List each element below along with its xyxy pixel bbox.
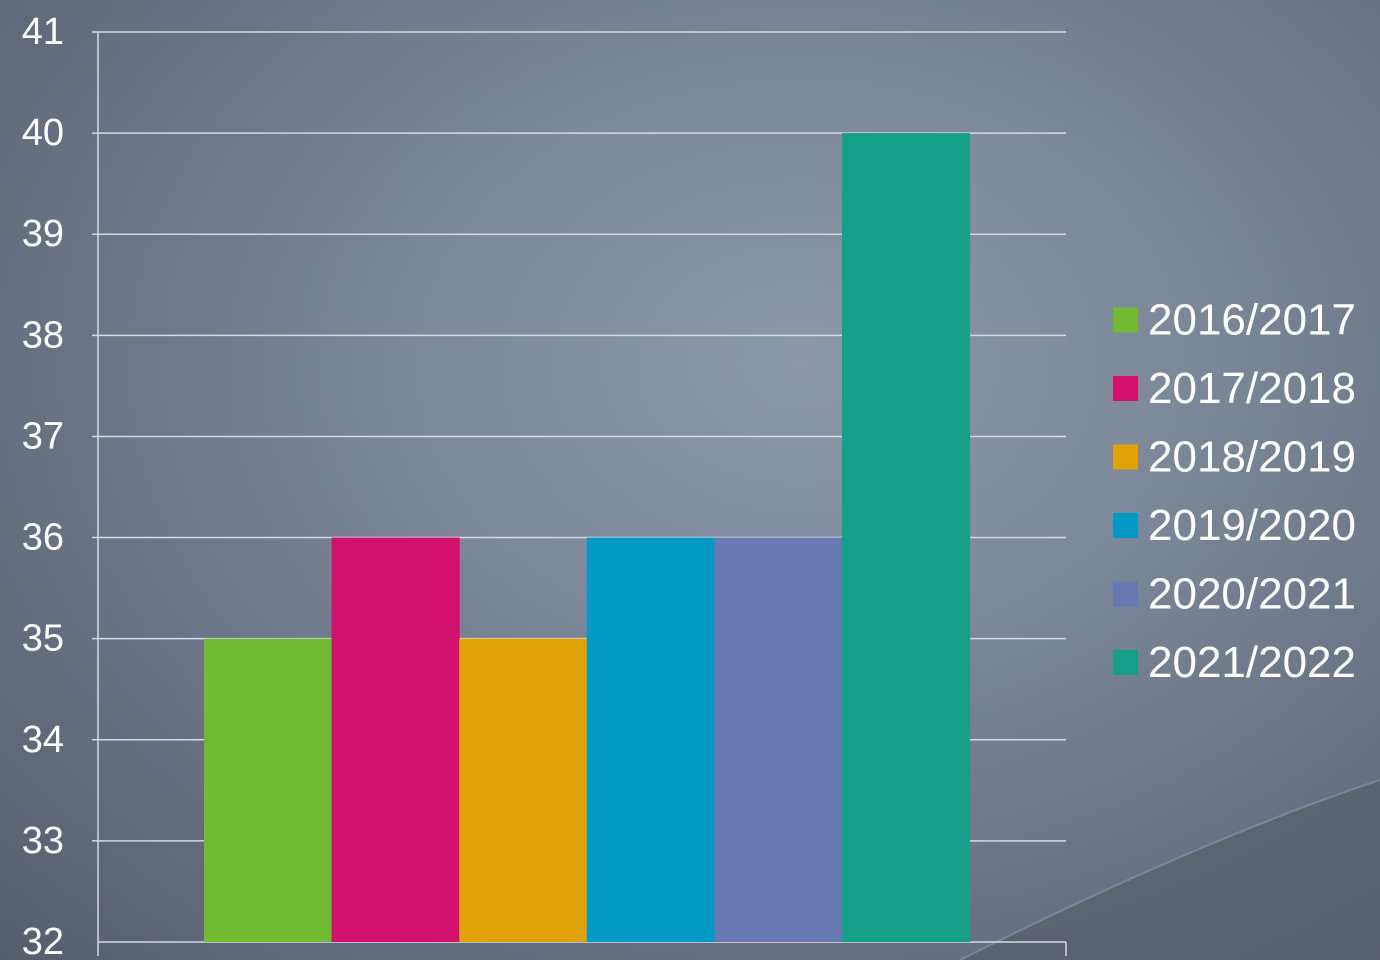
y-axis-tick-labels: 32 33 34 35 36 37 38 39 40 41 <box>22 11 64 960</box>
y-tick-label: 35 <box>22 618 64 660</box>
legend-label: 2021/2022 <box>1148 638 1356 687</box>
bar <box>714 537 843 942</box>
bar <box>204 638 333 942</box>
y-tick-label: 32 <box>22 921 64 960</box>
legend-swatch <box>1113 307 1138 333</box>
legend-label: 2019/2020 <box>1148 501 1356 550</box>
legend-label: 2020/2021 <box>1148 570 1356 619</box>
y-tick-label: 33 <box>22 820 64 862</box>
y-tick-label: 34 <box>22 719 64 761</box>
bars <box>204 133 971 943</box>
y-tick-label: 41 <box>22 11 64 53</box>
bar <box>842 133 971 943</box>
legend-label: 2017/2018 <box>1148 364 1356 413</box>
legend: 2016/2017 2017/2018 2018/2019 2019/2020 2020… <box>1113 296 1356 687</box>
legend-swatch <box>1113 581 1138 607</box>
legend-label: 2016/2017 <box>1148 296 1356 345</box>
legend-swatch <box>1113 650 1138 675</box>
y-tick-label: 37 <box>22 415 64 457</box>
bar <box>586 537 715 942</box>
bar <box>331 537 460 942</box>
legend-label: 2018/2019 <box>1148 433 1356 482</box>
legend-swatch <box>1113 376 1138 401</box>
legend-swatch <box>1113 444 1138 470</box>
y-tick-label: 40 <box>22 112 64 154</box>
bar <box>459 638 588 942</box>
y-tick-label: 39 <box>22 213 64 255</box>
y-tick-label: 36 <box>22 517 64 559</box>
y-tick-label: 38 <box>22 314 64 356</box>
legend-swatch <box>1113 513 1138 538</box>
